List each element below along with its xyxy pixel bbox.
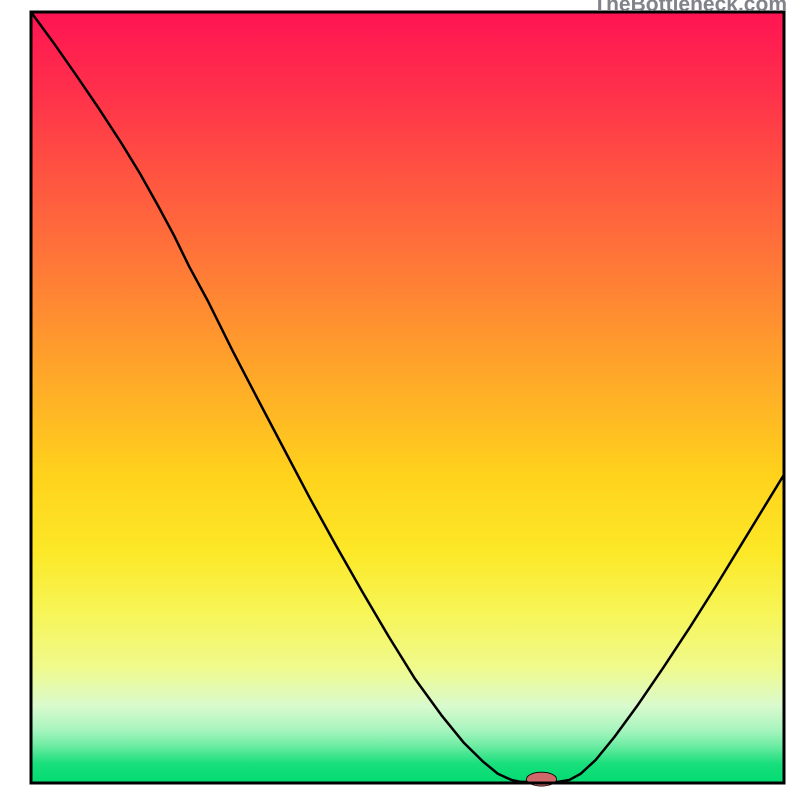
- bottleneck-chart: [0, 0, 800, 800]
- figure-container: TheBottleneck.com: [0, 0, 800, 800]
- watermark-text: TheBottleneck.com: [593, 0, 787, 17]
